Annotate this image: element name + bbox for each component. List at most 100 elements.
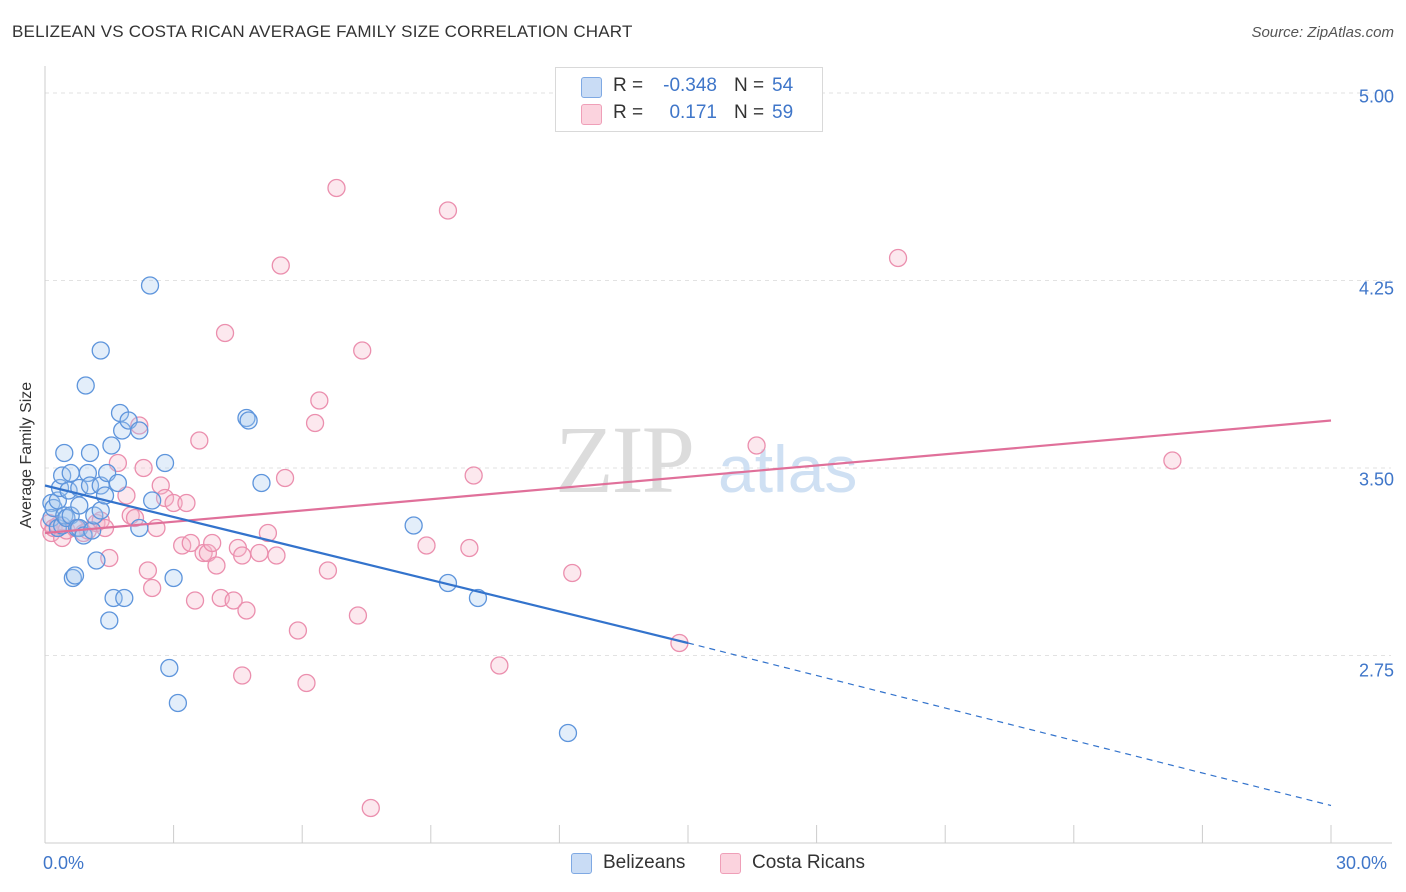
costa-rican-point: [117, 486, 136, 505]
belizean-point: [168, 693, 188, 713]
belizeans-points: [42, 276, 578, 743]
legend-n-label: N =: [734, 75, 765, 96]
costa-rican-point: [460, 538, 479, 558]
costa-rican-point: [1163, 451, 1182, 470]
belizean-point: [61, 463, 80, 483]
costa-rican-point: [198, 543, 218, 563]
costa-rican-point: [305, 413, 325, 433]
belizean-point: [80, 476, 100, 495]
y-tick-label: 2.75: [1358, 660, 1394, 681]
belizean-point: [102, 436, 121, 455]
belizean-point: [115, 588, 134, 608]
belizean-point: [87, 551, 106, 570]
legend-r-value: 0.171: [669, 102, 717, 123]
legend-r-value: -0.348: [663, 75, 717, 96]
belizean-point: [55, 443, 74, 463]
costa-rican-point: [563, 563, 582, 583]
costa-rican-point: [310, 391, 329, 410]
belizean-point: [130, 421, 149, 440]
belizeans-trend-extension: [687, 642, 1332, 807]
legend-swatch-blue: [581, 77, 602, 98]
belizean-point: [74, 526, 93, 545]
belizean-point: [91, 501, 110, 520]
belizean-point: [155, 453, 175, 473]
costa-rican-point: [250, 543, 269, 563]
legend-swatch-pink: [581, 104, 602, 125]
x-tick-label-max: 30.0%: [1336, 853, 1388, 873]
y-axis-label: Average Family Size: [18, 381, 35, 529]
legend-swatch-pink: [720, 853, 741, 874]
trend-lines: [44, 419, 1332, 807]
belizean-point: [164, 568, 183, 588]
legend-r-label: R =: [613, 102, 644, 123]
costa-rican-point: [237, 601, 256, 620]
costa-rican-point: [143, 578, 162, 598]
belizean-point: [558, 723, 578, 743]
belizeans-trend-line: [44, 484, 689, 645]
costa-rican-point: [190, 431, 209, 450]
belizean-point: [104, 588, 123, 608]
belizean-point: [143, 491, 162, 510]
stats-legend: R = -0.348 N = 54 R = 0.171 N = 59: [555, 67, 823, 132]
costa-rican-point: [438, 201, 458, 220]
grid-lines: [45, 92, 1391, 656]
costa-rican-point: [130, 416, 149, 435]
costa-rican-point: [353, 341, 372, 360]
belizean-point: [76, 376, 95, 395]
belizean-point: [100, 611, 119, 630]
legend-row-belizeans: R = -0.348 N = 54: [556, 74, 822, 100]
costa-rican-point: [138, 561, 158, 580]
legend-n-label: N =: [734, 102, 765, 123]
costa-rican-point: [134, 458, 153, 478]
costa-rican-point: [125, 508, 145, 528]
belizean-point: [80, 443, 100, 463]
y-tick-label: 3.50: [1358, 469, 1394, 490]
legend-row-costa-ricans: R = 0.171 N = 59: [556, 101, 822, 127]
costa-rican-point: [207, 556, 226, 575]
costa-rican-point: [490, 656, 509, 675]
belizean-point: [83, 521, 102, 540]
costa-rican-point: [464, 466, 483, 485]
belizean-point: [140, 276, 160, 295]
costa-rican-point: [318, 561, 338, 580]
costa-rican-point: [297, 673, 316, 693]
belizean-point: [70, 496, 89, 515]
costa-rican-point: [271, 256, 290, 275]
belizean-point: [160, 658, 179, 678]
x-tick-label-min: 0.0%: [43, 853, 85, 873]
costa-rican-point: [224, 591, 243, 610]
costa-rican-point: [203, 533, 222, 553]
costa-rican-point: [267, 546, 286, 565]
costa-rican-point: [185, 591, 205, 610]
costa-rican-point: [417, 536, 436, 555]
costa-rican-point: [215, 323, 235, 343]
belizean-point: [237, 408, 256, 428]
belizean-point: [108, 473, 128, 493]
costa-rican-point: [177, 493, 196, 513]
costa-rican-point: [288, 621, 308, 640]
costa-ricans-points: [40, 178, 1182, 818]
axes: [44, 66, 1392, 844]
y-tick-label: 4.25: [1358, 278, 1394, 299]
watermark-zip: ZIP: [555, 406, 693, 513]
watermark: ZIP atlas: [555, 406, 857, 513]
chart-title: BELIZEAN VS COSTA RICAN AVERAGE FAMILY S…: [12, 22, 633, 41]
chart-source: Source: ZipAtlas.com: [1251, 24, 1394, 41]
legend-label-costa-ricans: Costa Ricans: [752, 852, 865, 873]
legend-n-value: 54: [772, 75, 794, 96]
costa-rican-point: [233, 666, 252, 685]
costa-rican-point: [233, 546, 252, 565]
belizean-point: [239, 411, 258, 430]
costa-rican-point: [164, 493, 183, 513]
belizean-point: [63, 568, 83, 588]
legend-swatch-blue: [571, 853, 592, 874]
legend-r-label: R =: [613, 75, 644, 96]
y-tick-label: 5.00: [1358, 86, 1394, 107]
costa-rican-point: [361, 798, 380, 818]
belizean-point: [404, 516, 423, 535]
costa-rican-point: [888, 248, 908, 268]
costa-rican-point: [258, 523, 278, 543]
belizean-point: [130, 518, 149, 538]
costa-ricans-trend-line: [44, 419, 1332, 535]
